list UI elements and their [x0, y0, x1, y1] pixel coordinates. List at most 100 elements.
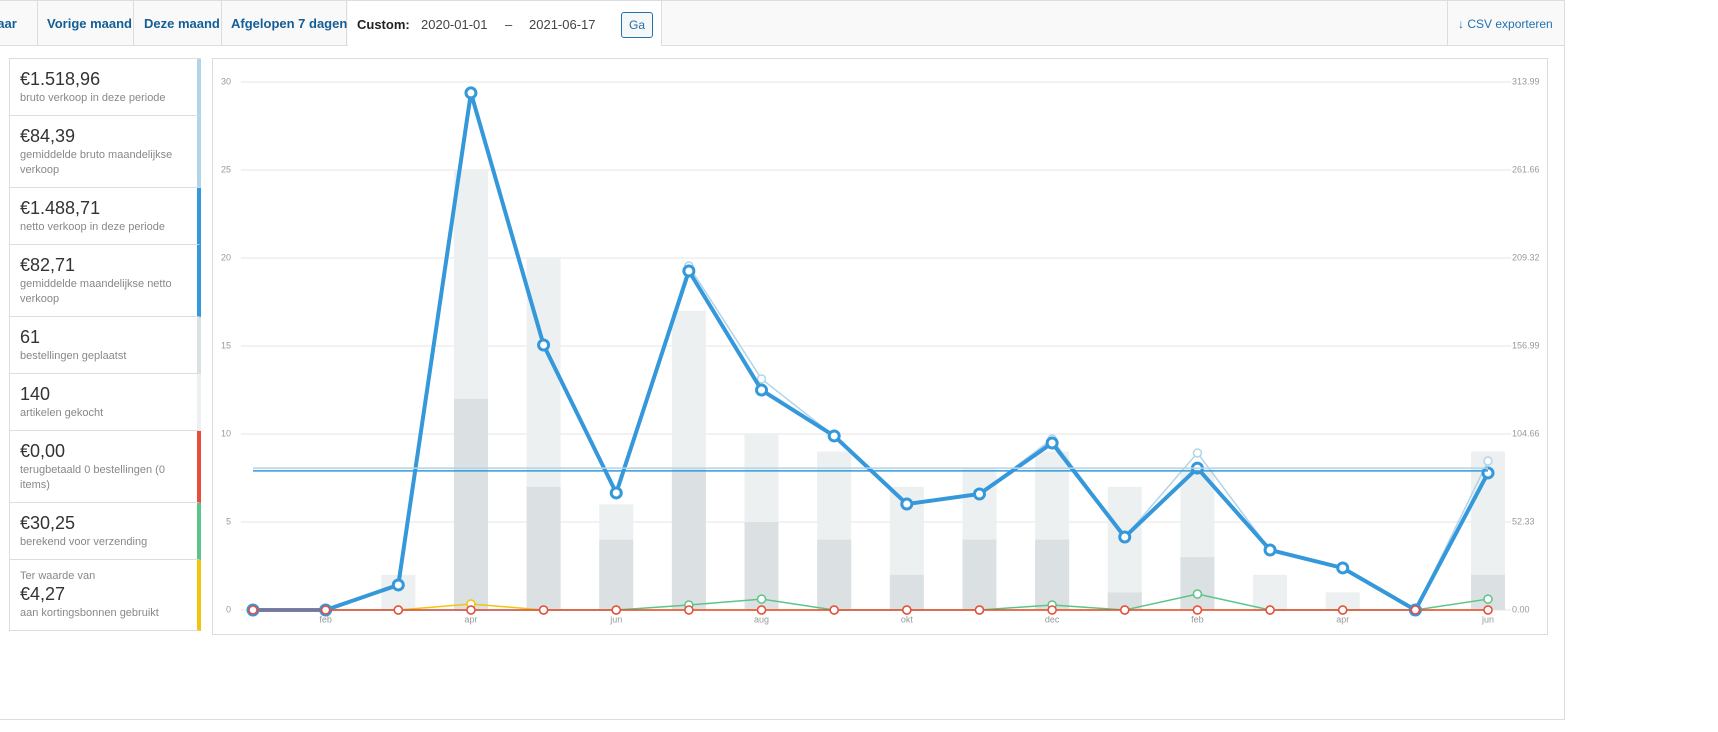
stat-item: €1.488,71 netto verkoop in deze periode	[10, 188, 201, 245]
point	[1265, 605, 1275, 615]
date-separator: –	[505, 17, 513, 32]
point	[755, 383, 769, 397]
tab[interactable]: Deze maand	[135, 1, 222, 45]
x-tick-label: feb	[319, 614, 332, 624]
point	[1045, 436, 1059, 450]
stat-value: €4,27	[20, 584, 66, 604]
point	[1118, 530, 1132, 544]
chart-box: 0 5 10 15 20 25 30 0.00 52.33 104.66 156.99 209.32 2…	[212, 58, 1548, 635]
point	[1336, 561, 1350, 575]
x-tick-label: okt	[901, 614, 914, 624]
bar	[453, 398, 488, 610]
point	[827, 429, 841, 443]
tab[interactable]: Jaar	[0, 1, 38, 45]
point	[466, 605, 476, 615]
y2-tick-label: 104.66	[1512, 428, 1540, 438]
point	[972, 487, 986, 501]
stats-list: €1.518,96 bruto verkoop in deze periode €8…	[9, 58, 201, 631]
stat-value: €30,25	[20, 513, 76, 533]
x-tick-label: apr	[464, 614, 477, 624]
x-tick-label: jun	[1481, 614, 1494, 624]
point	[1120, 605, 1130, 615]
point	[756, 594, 767, 604]
stat-label: artikelen gekocht	[20, 407, 104, 419]
stat-item: Ter waarde van €4,27 aan kortingsbonnen ge…	[10, 560, 201, 631]
point	[974, 605, 985, 615]
point	[537, 338, 551, 352]
y2-tick-label: 261.66	[1512, 164, 1540, 174]
date-to[interactable]: 2021-06-17	[529, 17, 596, 32]
x-tick-label: dec	[1045, 614, 1060, 624]
point	[756, 374, 767, 384]
bar	[1325, 592, 1360, 610]
point	[900, 497, 914, 511]
stat-item: 61 bestellingen geplaatst	[10, 317, 201, 374]
stat-label: terugbetaald 0 bestellingen (0 items)	[20, 464, 165, 491]
y-tick-label: 20	[221, 252, 231, 262]
y2-tick-label: 156.99	[1512, 340, 1540, 350]
stat-value: €1.518,96	[20, 69, 101, 89]
stat-label: bestellingen geplaatst	[20, 350, 127, 362]
y2-tick-label: 52.33	[1512, 516, 1535, 526]
x-tick-label: aug	[754, 614, 769, 624]
stat-item: €82,71 gemiddelde maandelijkse netto verk…	[10, 245, 201, 317]
point	[538, 605, 549, 615]
stat-item: 140 artikelen gekocht	[10, 374, 201, 431]
point	[756, 605, 767, 615]
stat-item: €84,39 gemiddelde bruto maandelijkse verk…	[10, 116, 201, 188]
go-button[interactable]: Ga	[621, 12, 653, 38]
custom-range: Custom: 2020-01-01 – 2021-06-17 Ga	[348, 1, 662, 46]
chart: 0 5 10 15 20 25 30 0.00 52.33 104.66 156.99 209.32 2…	[221, 76, 1540, 624]
point	[902, 605, 912, 615]
x-tick-label: jun	[609, 614, 622, 624]
line	[253, 593, 1489, 611]
y-tick-label: 30	[221, 76, 231, 86]
tab[interactable]: Afgelopen 7 dagen	[222, 1, 347, 45]
y-tick-label: 0	[226, 604, 231, 614]
point	[320, 605, 331, 615]
stat-value: 61	[20, 327, 41, 347]
export-text[interactable]: CSV exporteren	[1467, 17, 1553, 31]
bar	[1107, 486, 1142, 610]
point	[1192, 448, 1203, 458]
custom-label: Custom:	[357, 17, 410, 32]
stat-value: €84,39	[20, 126, 76, 146]
point	[1481, 466, 1495, 480]
stat-item: €0,00 terugbetaald 0 bestellingen (0 item…	[10, 431, 201, 503]
stat-label: netto verkoop in deze periode	[20, 221, 165, 233]
bar	[1035, 539, 1070, 610]
point	[1047, 605, 1057, 615]
export-link[interactable]: ↓ CSV exporteren	[1447, 1, 1564, 45]
bar	[962, 539, 997, 610]
stat-label: berekend voor verzending	[20, 536, 148, 548]
bar	[1471, 574, 1505, 610]
line	[253, 92, 1490, 613]
bar	[526, 486, 561, 610]
point	[1483, 594, 1493, 604]
stat-prefix: Ter waarde van	[20, 570, 96, 582]
line	[253, 603, 1488, 611]
tab[interactable]: Vorige maand	[38, 1, 134, 45]
point	[1483, 605, 1493, 615]
stat-item: €30,25 berekend voor verzending	[10, 503, 201, 560]
y-tick-label: 5	[226, 516, 231, 526]
bar	[1107, 592, 1142, 610]
stat-label: gemiddelde maandelijkse netto verkoop	[20, 278, 172, 305]
range-bar: Jaar Vorige maand Deze maand Afgelopen 7…	[0, 1, 1564, 46]
stat-label: bruto verkoop in deze periode	[20, 92, 166, 104]
point	[611, 605, 621, 615]
point	[609, 486, 623, 500]
point	[1337, 605, 1348, 615]
point	[464, 86, 478, 100]
bar	[599, 539, 634, 610]
stat-value: 140	[20, 384, 51, 404]
y2-tick-label: 209.32	[1512, 252, 1540, 262]
date-from[interactable]: 2020-01-01	[421, 17, 488, 32]
point	[1483, 456, 1493, 466]
y2-tick-label: 313.99	[1512, 76, 1540, 86]
point	[1192, 589, 1203, 599]
stat-label: gemiddelde bruto maandelijkse verkoop	[20, 149, 173, 176]
point	[682, 264, 696, 278]
x-tick-label: feb	[1191, 614, 1204, 624]
